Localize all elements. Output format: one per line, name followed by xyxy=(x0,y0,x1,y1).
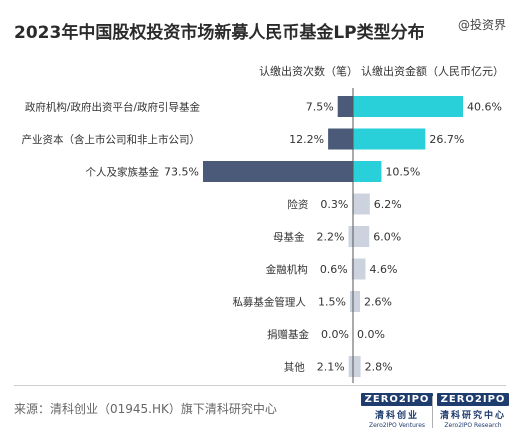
column-header-count: 认缴出资次数（笔） xyxy=(259,65,358,78)
count-value-label: 0.6% xyxy=(320,263,348,276)
amount-bar xyxy=(353,291,361,312)
count-value-label: 7.5% xyxy=(306,101,334,114)
count-value-label: 1.5% xyxy=(318,296,346,309)
category-label: 金融机构 xyxy=(266,263,308,276)
logo-mark: ZERO2IPO xyxy=(360,393,434,406)
count-value-label: 73.5% xyxy=(164,166,199,179)
count-bar xyxy=(348,226,353,247)
category-label: 险资 xyxy=(287,198,308,211)
count-bar xyxy=(328,128,353,150)
logo-cn: 清科创业 xyxy=(374,411,419,421)
amount-bar xyxy=(353,226,370,247)
logo-mark: ZERO2IPO xyxy=(436,393,510,406)
amount-value-label: 4.6% xyxy=(369,263,397,276)
amount-bar xyxy=(353,96,463,117)
zero2ipo-ventures-logo: ZERO2IPO 清科创业 Zero2IPO Ventures xyxy=(360,393,434,431)
amount-value-label: 10.5% xyxy=(385,166,420,179)
zero2ipo-research-logo: ZERO2IPO 清科研究中心 Zero2IPO Research xyxy=(436,393,510,431)
amount-bar xyxy=(353,356,361,377)
logo-separator xyxy=(432,396,433,428)
category-label: 个人及家族基金 xyxy=(86,166,160,179)
category-label: 私募基金管理人 xyxy=(232,296,306,309)
lp-type-bar-chart: 7.5% 40.6% 政府机构/政府出资平台/政府引导基金 12.2% 26.7% 产业资… xyxy=(22,88,502,383)
count-value-label: 12.2% xyxy=(289,133,324,146)
amount-bar xyxy=(353,193,370,215)
amount-bar xyxy=(353,161,382,182)
amount-value-label: 26.7% xyxy=(429,133,464,146)
count-value-label: 2.1% xyxy=(317,361,345,374)
amount-value-label: 0.0% xyxy=(357,328,385,341)
category-label: 母基金 xyxy=(273,231,305,244)
count-value-label: 0.3% xyxy=(320,198,348,211)
amount-value-label: 6.2% xyxy=(374,198,402,211)
count-bar xyxy=(349,291,353,312)
source-note: 来源：清科创业（01945.HK）旗下清科研究中心 xyxy=(14,402,277,416)
category-label: 捐赠基金 xyxy=(267,328,309,341)
footer-divider xyxy=(14,385,506,386)
logo-cn: 清科研究中心 xyxy=(439,411,506,421)
count-bar xyxy=(203,161,353,182)
logo-en: Zero2IPO Ventures xyxy=(368,422,426,429)
count-bar xyxy=(351,258,353,280)
amount-value-label: 2.8% xyxy=(365,361,393,374)
count-value-label: 2.2% xyxy=(317,231,345,244)
amount-value-label: 6.0% xyxy=(373,231,401,244)
amount-bar xyxy=(353,258,366,280)
count-value-label: 0.0% xyxy=(321,328,349,341)
amount-value-label: 40.6% xyxy=(467,101,502,114)
amount-bar xyxy=(353,128,426,150)
count-bar xyxy=(337,96,353,117)
count-bar xyxy=(348,356,353,377)
column-header-amount: 认缴出资金额（人民币亿元） xyxy=(361,65,504,78)
chart-title: 2023年中国股权投资市场新募人民币基金LP类型分布 xyxy=(14,23,425,43)
logo-en: Zero2IPO Research xyxy=(444,422,502,429)
category-label: 产业资本（含上市公司和非上市公司） xyxy=(22,133,201,146)
amount-value-label: 2.6% xyxy=(364,296,392,309)
watermark: @投资界 xyxy=(457,18,506,32)
category-label: 政府机构/政府出资平台/政府引导基金 xyxy=(25,101,201,114)
category-label: 其他 xyxy=(284,361,305,374)
